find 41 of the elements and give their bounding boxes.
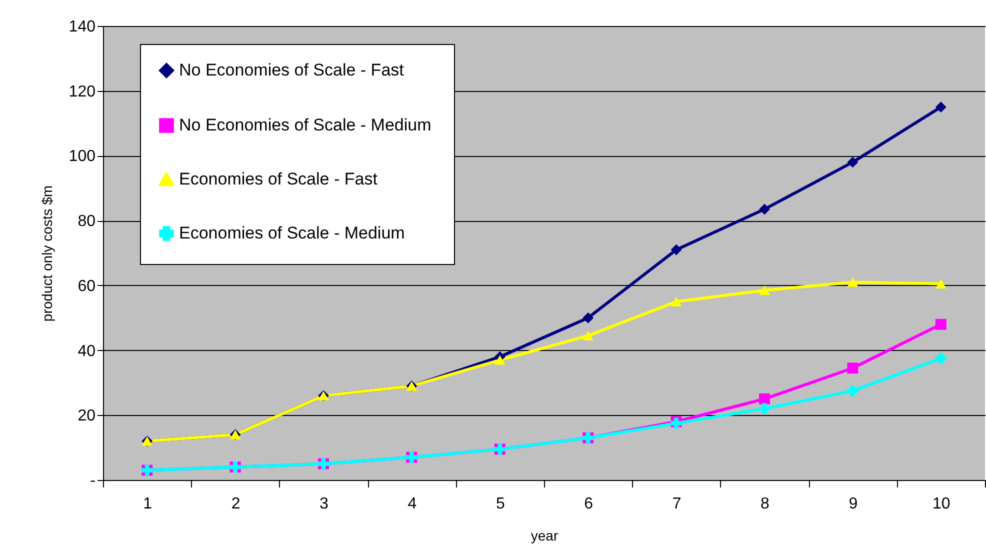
- point: [582, 330, 594, 340]
- y-tick-label: 120: [68, 83, 96, 100]
- point: [935, 352, 946, 364]
- x-tick-label: 10: [932, 496, 950, 512]
- x-tick-label: 5: [496, 496, 505, 512]
- point: [759, 286, 770, 296]
- x-tick-label: 4: [408, 496, 417, 512]
- point: [670, 244, 682, 256]
- point: [935, 279, 946, 289]
- y-tick-label: 100: [68, 148, 96, 166]
- point: [847, 277, 858, 287]
- y-tick-label: 20: [78, 408, 96, 425]
- point: [935, 102, 946, 113]
- point: [494, 355, 506, 365]
- point: [670, 296, 682, 306]
- y-tick-label: 40: [78, 342, 96, 360]
- point: [759, 393, 770, 404]
- point: [759, 204, 770, 215]
- y-tick-label: -: [90, 472, 96, 490]
- y-tick-label: 80: [78, 213, 96, 230]
- legend-label: No Economies of Scale - Fast: [179, 60, 404, 80]
- legend-label: Economies of Scale - Medium: [179, 224, 405, 242]
- point: [847, 362, 858, 374]
- x-tick-label: 3: [320, 496, 329, 512]
- x-tick-label: 2: [231, 496, 240, 512]
- x-tick-label: 9: [848, 496, 858, 512]
- point: [847, 385, 858, 396]
- x-tick-label: 1: [143, 496, 152, 512]
- legend-label: Economies of Scale - Fast: [179, 170, 378, 188]
- legend-label: No Economies of Scale - Medium: [179, 116, 432, 134]
- point: [759, 403, 770, 414]
- x-tick-label: 7: [672, 496, 682, 512]
- y-tick-label: 140: [68, 18, 96, 36]
- point: [847, 156, 858, 168]
- y-tick-label: 60: [78, 278, 96, 295]
- y-axis-title: product only costs $m: [38, 185, 55, 322]
- x-tick-label: 6: [584, 496, 594, 512]
- x-axis-title: year: [530, 528, 558, 544]
- point: [582, 312, 594, 324]
- point: [935, 318, 946, 330]
- x-tick-label: 8: [760, 496, 770, 512]
